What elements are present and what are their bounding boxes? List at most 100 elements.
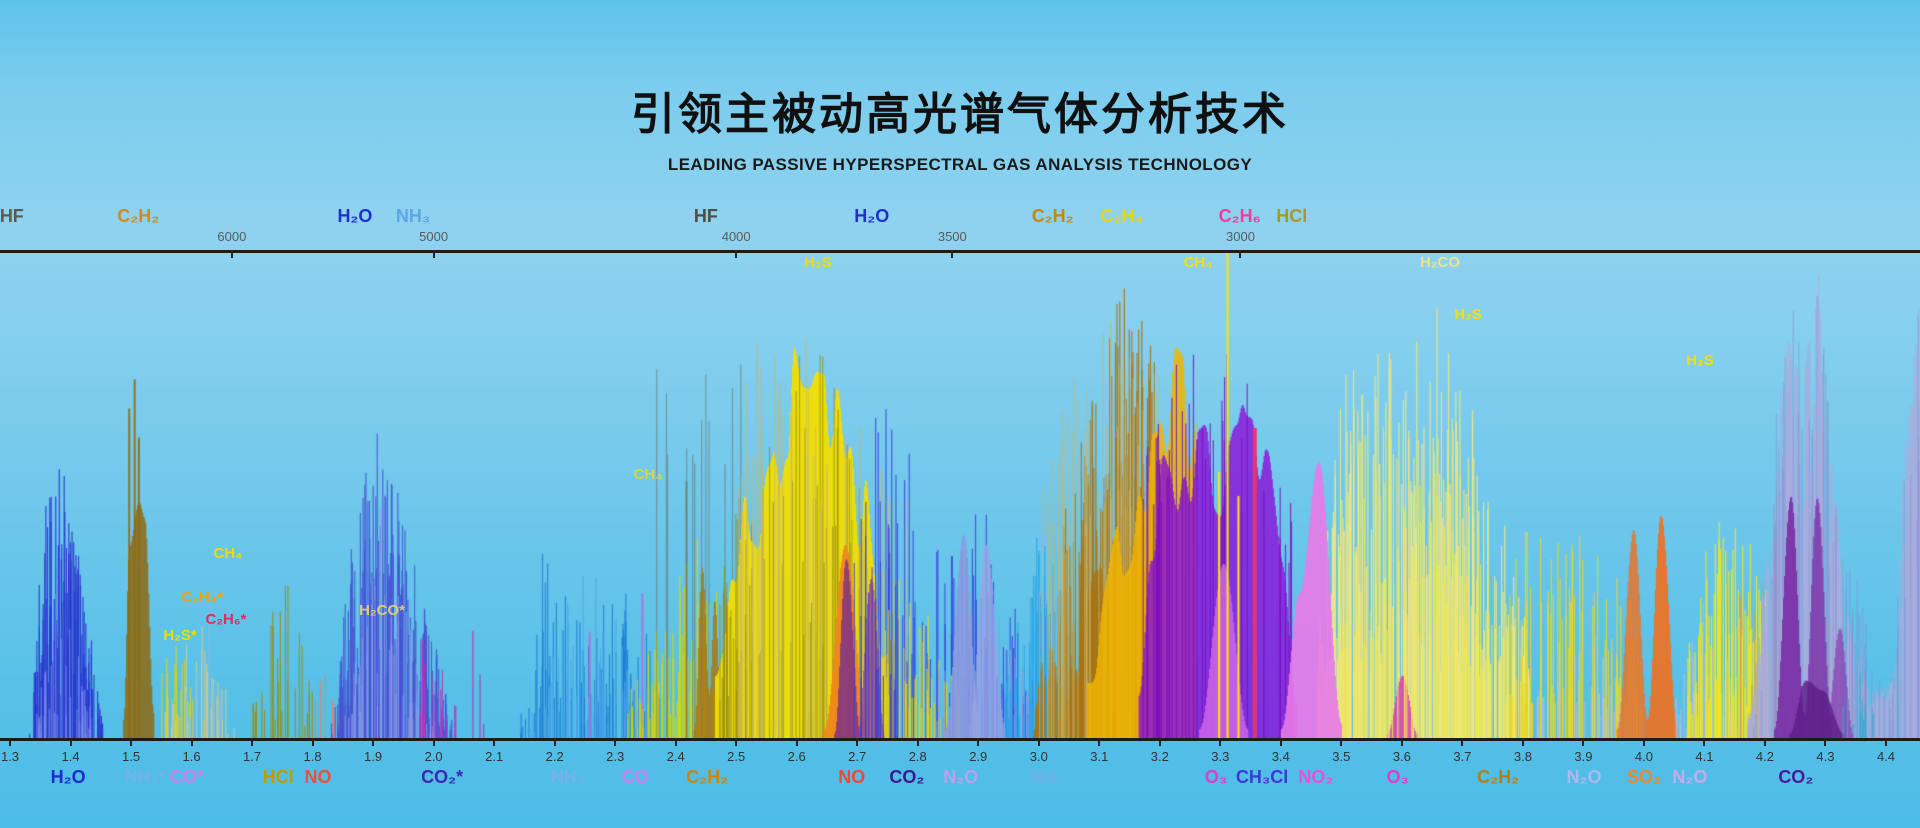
axis-bottom-tick-label: 2.4 [666, 749, 685, 764]
axis-top-tick [432, 250, 435, 258]
axis-bottom-tick [1037, 738, 1040, 746]
axis-bottom-tick-label: 3.6 [1392, 749, 1411, 764]
axis-bottom-gas-label: SO₂ [1626, 767, 1661, 787]
axis-bottom-tick-label: 1.6 [182, 749, 201, 764]
axis-top-tick [230, 250, 233, 258]
axis-bottom-gas-label: C₂H₂ [686, 767, 729, 787]
axis-top-gas-label: HF [0, 206, 24, 226]
axis-top-tick-label: 5000 [419, 229, 449, 244]
axis-bottom-tick-label: 1.8 [303, 749, 322, 764]
axis-bottom-tick [1582, 738, 1585, 746]
axis-bottom-gas-label: CO₂ [889, 767, 925, 787]
axis-bottom-tick-label: 1.5 [121, 749, 141, 764]
axis-top-tick [735, 250, 738, 258]
axis-bottom-tick-label: 2.8 [908, 749, 927, 764]
axis-bottom-tick-label: 1.9 [364, 749, 383, 764]
axis-bottom-tick [1521, 738, 1524, 746]
plot-gas-label: CH₄ [633, 466, 663, 483]
axis-bottom-gas-label: N₂O [1566, 767, 1602, 787]
axis-bottom-tick [553, 738, 556, 746]
axis-bottom-tick-label: 3.2 [1150, 749, 1169, 764]
axis-bottom-tick [1884, 738, 1887, 746]
axis-bottom-line [0, 738, 1920, 741]
axis-bottom-tick-label: 3.9 [1574, 749, 1593, 764]
axis-bottom-tick-label: 3.5 [1332, 749, 1351, 764]
axis-bottom-gas-label: CO* [169, 767, 204, 787]
plot-gas-label: H₂S [1454, 306, 1482, 323]
axis-bottom-gas-label: N₂O [1672, 767, 1708, 787]
axis-bottom-tick [856, 738, 859, 746]
axis-top-gas-label: HCl [1276, 206, 1308, 226]
axis-bottom-tick [190, 738, 193, 746]
plot-gas-label: C₂H₆* [205, 611, 247, 628]
axis-bottom-tick [372, 738, 375, 746]
axis-bottom-tick [1219, 738, 1222, 746]
axis-bottom-tick-label: 2.5 [727, 749, 746, 764]
axis-bottom-tick-label: 3.7 [1453, 749, 1472, 764]
axis-top-tick-label: 4000 [721, 229, 751, 244]
axis-bottom-tick [432, 738, 435, 746]
axis-bottom-gas-label: CO₂* [421, 767, 464, 787]
axis-bottom-tick-label: 4.0 [1634, 749, 1653, 764]
axis-bottom-tick [493, 738, 496, 746]
axis-bottom-tick [614, 738, 617, 746]
axis-bottom-tick [735, 738, 738, 746]
axis-bottom-gas-label: CO₂ [1778, 767, 1814, 787]
axis-top-gas-label: C₂H₄ [1100, 206, 1143, 226]
axis-bottom-tick-label: 2.3 [606, 749, 625, 764]
axis-bottom-gas-label: NH₃ [550, 767, 586, 787]
axis-bottom-gas-label: NO [304, 767, 332, 787]
axis-top-gas-label: NH₃ [395, 206, 431, 226]
axis-bottom-tick-label: 1.4 [61, 749, 80, 764]
axis-top-gas-label: C₂H₂ [117, 206, 160, 226]
axis-bottom-tick [69, 738, 72, 746]
axis-bottom-tick-label: 2.1 [485, 749, 504, 764]
page-subtitle: LEADING PASSIVE HYPERSPECTRAL GAS ANALYS… [667, 155, 1253, 174]
plot-gas-label: CH₄ [1183, 254, 1213, 271]
axis-top-tick-label: 3000 [1226, 229, 1255, 244]
axis-bottom-tick-label: 1.7 [243, 749, 262, 764]
axis-bottom-tick-label: 3.3 [1211, 749, 1230, 764]
axis-bottom-gas-label: NH₃ [1028, 767, 1064, 787]
axis-bottom-tick [251, 738, 254, 746]
axis-bottom-gas-label: CH₃Cl [1235, 767, 1289, 787]
axis-bottom-tick-label: 4.1 [1695, 749, 1714, 764]
axis-top-tick [951, 250, 954, 258]
plot-gas-label: H₂CO [1420, 254, 1460, 271]
axis-bottom-tick [311, 738, 314, 746]
axis-bottom-gas-label: NH₃* [124, 767, 166, 787]
axis-top-tick [1239, 250, 1242, 258]
axis-bottom-tick [1461, 738, 1464, 746]
axis-top-gas-label: C₂H₂ [1031, 206, 1074, 226]
axis-bottom-tick [1824, 738, 1827, 746]
axis-bottom-tick [1400, 738, 1403, 746]
axis-bottom-gas-label: H₂O [50, 767, 86, 787]
axis-bottom-gas-label: O₃ [1204, 767, 1228, 787]
axis-bottom-gas-label: O₃ [1386, 767, 1409, 787]
axis-bottom-tick-label: 4.2 [1755, 749, 1774, 764]
axis-bottom-tick [977, 738, 980, 746]
plot-gas-label: H₂S [1686, 352, 1714, 369]
axis-bottom-gas-label: NO [838, 767, 866, 787]
axis-bottom-tick [1279, 738, 1282, 746]
axis-bottom-tick [1158, 738, 1161, 746]
axis-bottom-gas-label: N₂O [943, 767, 979, 787]
plot-gas-label: H₂CO* [359, 602, 405, 619]
axis-bottom-tick [1098, 738, 1101, 746]
axis-top-gas-label: H₂O [854, 206, 890, 226]
axis-bottom-tick-label: 2.7 [848, 749, 867, 764]
axis-top-line [0, 250, 1920, 253]
axis-bottom-tick [9, 738, 11, 746]
axis-bottom-tick-label: 3.4 [1271, 749, 1290, 764]
axis-top-gas-label: C₂H₆ [1218, 206, 1261, 226]
axis-bottom-gas-label: C₂H₂ [1477, 767, 1520, 787]
axis-bottom-tick-label: 2.9 [969, 749, 988, 764]
axis-bottom-gas-label: HCl [262, 767, 294, 787]
axis-bottom-tick [1703, 738, 1706, 746]
axis-top-gas-label: HF [693, 206, 718, 226]
axis-bottom-tick-label: 3.1 [1090, 749, 1109, 764]
axis-bottom-tick-label: 3.8 [1513, 749, 1532, 764]
axis-bottom-tick [1340, 738, 1343, 746]
